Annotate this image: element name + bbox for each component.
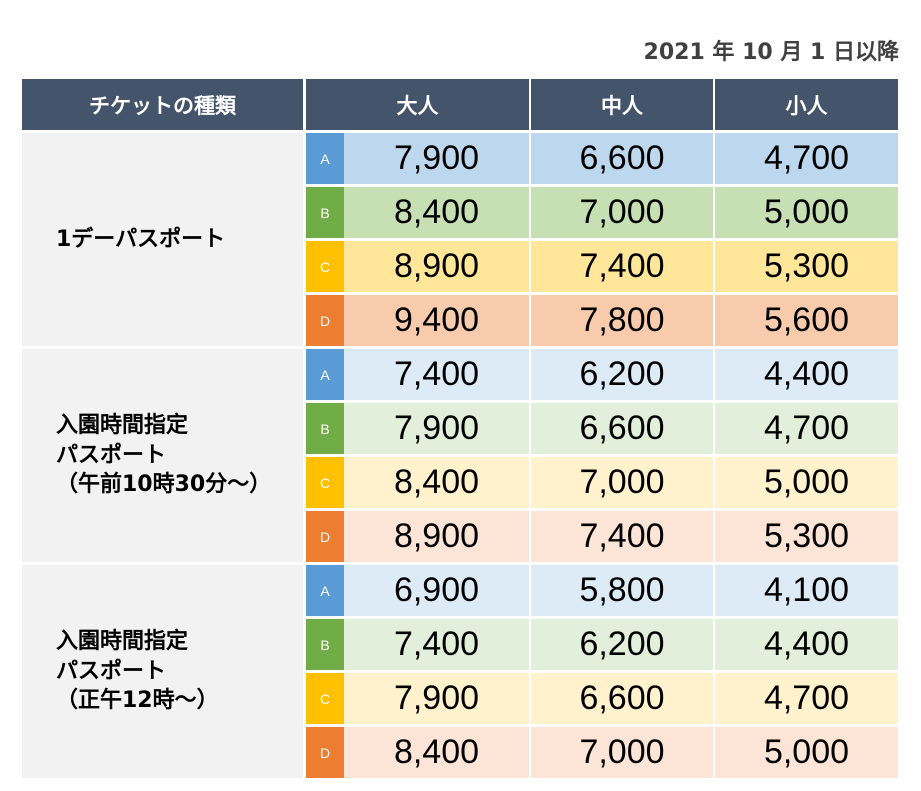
tier-badge: C <box>306 673 344 724</box>
price-junior: 7,400 <box>531 241 713 292</box>
price-child: 4,100 <box>715 565 898 616</box>
price-child: 5,000 <box>715 727 898 778</box>
price-adult: 8,400 <box>344 457 529 508</box>
price-junior: 7,000 <box>531 727 713 778</box>
price-child: 5,000 <box>715 187 898 238</box>
tier-badge: A <box>306 133 344 184</box>
price-child: 5,300 <box>715 511 898 562</box>
header-junior: 中人 <box>531 79 713 130</box>
price-adult: 8,400 <box>344 187 529 238</box>
price-child: 5,600 <box>715 295 898 346</box>
tier-badge: C <box>306 457 344 508</box>
tier-badge: B <box>306 403 344 454</box>
tier-badge: B <box>306 619 344 670</box>
price-adult: 7,900 <box>344 673 529 724</box>
price-adult: 6,900 <box>344 565 529 616</box>
price-adult: 7,900 <box>344 403 529 454</box>
price-child: 5,000 <box>715 457 898 508</box>
price-junior: 6,600 <box>531 403 713 454</box>
tier-badge: A <box>306 349 344 400</box>
ticket-type-cell: 1デーパスポート <box>22 133 303 346</box>
price-junior: 6,600 <box>531 673 713 724</box>
tier-badge: C <box>306 241 344 292</box>
price-junior: 7,400 <box>531 511 713 562</box>
price-junior: 7,000 <box>531 457 713 508</box>
price-table: チケットの種類 大人 中人 小人 1デーパスポート A 7,900 6,600 4,70… <box>22 79 898 778</box>
effective-date: 2021 年 10 月 1 日以降 <box>643 40 899 65</box>
tier-badge: D <box>306 511 344 562</box>
header-adult: 大人 <box>306 79 529 130</box>
price-junior: 7,800 <box>531 295 713 346</box>
price-adult: 8,900 <box>344 511 529 562</box>
price-child: 5,300 <box>715 241 898 292</box>
ticket-type-cell: 入園時間指定 パスポート （午前10時30分～） <box>22 349 303 562</box>
tier-badge: B <box>306 187 344 238</box>
price-adult: 7,400 <box>344 619 529 670</box>
header-ticket-type: チケットの種類 <box>22 79 303 130</box>
tier-badge: D <box>306 727 344 778</box>
price-child: 4,400 <box>715 349 898 400</box>
price-child: 4,700 <box>715 133 898 184</box>
header-child: 小人 <box>715 79 898 130</box>
price-adult: 7,900 <box>344 133 529 184</box>
price-child: 4,400 <box>715 619 898 670</box>
tier-badge: D <box>306 295 344 346</box>
price-adult: 8,900 <box>344 241 529 292</box>
price-junior: 6,200 <box>531 619 713 670</box>
price-junior: 6,600 <box>531 133 713 184</box>
price-child: 4,700 <box>715 403 898 454</box>
price-junior: 6,200 <box>531 349 713 400</box>
price-adult: 7,400 <box>344 349 529 400</box>
price-junior: 5,800 <box>531 565 713 616</box>
tier-badge: A <box>306 565 344 616</box>
price-child: 4,700 <box>715 673 898 724</box>
price-adult: 9,400 <box>344 295 529 346</box>
price-junior: 7,000 <box>531 187 713 238</box>
ticket-type-cell: 入園時間指定 パスポート （正午12時～） <box>22 565 303 778</box>
price-adult: 8,400 <box>344 727 529 778</box>
